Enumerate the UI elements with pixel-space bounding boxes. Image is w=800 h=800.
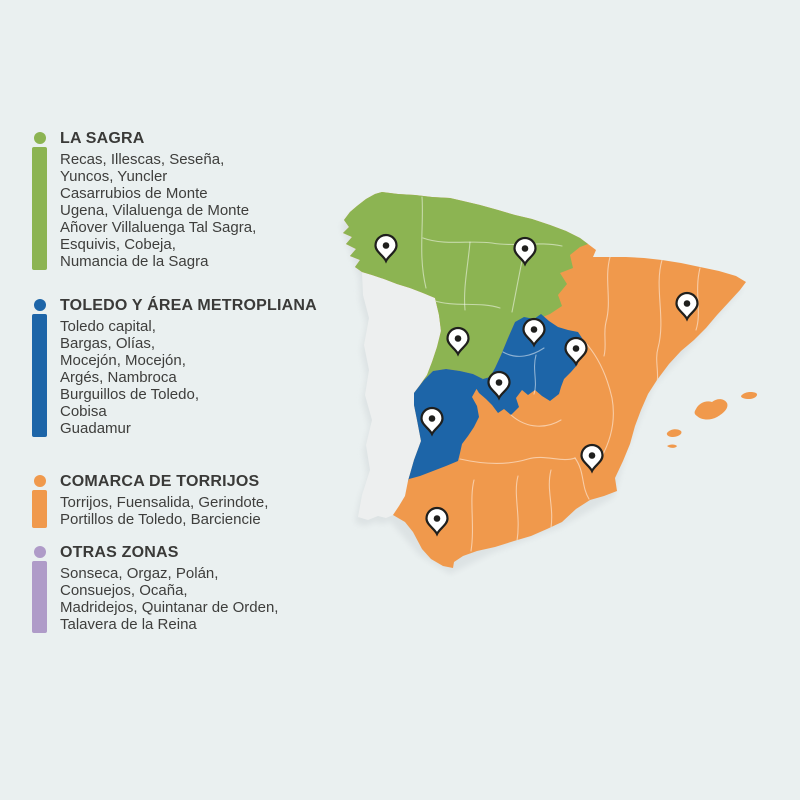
legend-section-la-sagra: LA SAGRA Recas, Illescas, Seseña, Yuncos… <box>32 130 332 270</box>
legend-marker-orange <box>32 473 47 528</box>
legend-line: Guadamur <box>60 420 131 437</box>
legend-line: Añover Villaluenga Tal Sagra, <box>60 219 257 236</box>
legend-line: Recas, Illescas, Seseña, <box>60 151 225 168</box>
legend-line: Cobisa <box>60 403 107 420</box>
legend-line: Consuejos, Ocaña, <box>60 582 188 599</box>
green-bar <box>32 147 47 270</box>
legend-line: Torrijos, Fuensalida, Gerindote, <box>60 494 269 511</box>
region-toledo-west <box>408 369 483 481</box>
purple-circle-icon <box>33 546 46 558</box>
location-pin-icon[interactable] <box>420 406 444 437</box>
portugal-shape <box>358 272 441 520</box>
legend-line: Mocejón, Mocejón, <box>60 352 186 369</box>
purple-bar <box>32 561 47 633</box>
location-pin-icon[interactable] <box>425 506 449 537</box>
legend-section-toledo: TOLEDO Y ÁREA METROPLIANA Toledo capital… <box>32 297 332 437</box>
legend-line: Argés, Nambroca <box>60 369 177 386</box>
legend-title: OTRAS ZONAS <box>60 544 179 561</box>
legend-title: COMARCA DE TORRIJOS <box>60 473 260 490</box>
location-pin-icon[interactable] <box>564 336 588 367</box>
location-pin-icon[interactable] <box>374 233 398 264</box>
location-pin-icon[interactable] <box>580 443 604 474</box>
legend: LA SAGRA Recas, Illescas, Seseña, Yuncos… <box>32 130 332 633</box>
green-circle-icon <box>33 132 46 144</box>
legend-line: Ugena, Vilaluenga de Monte <box>60 202 250 219</box>
legend-line: Sonseca, Orgaz, Polán, <box>60 565 219 582</box>
legend-title: LA SAGRA <box>60 130 145 147</box>
legend-line: Numancia de la Sagra <box>60 253 209 270</box>
legend-line: Bargas, Olías, <box>60 335 156 352</box>
orange-circle-icon <box>33 475 46 487</box>
legend-section-otras-zonas: OTRAS ZONAS Sonseca, Orgaz, Polán, Consu… <box>32 544 332 633</box>
province-borders <box>421 196 701 552</box>
location-pin-icon[interactable] <box>446 326 470 357</box>
legend-line: Casarrubios de Monte <box>60 185 208 202</box>
location-pin-icon[interactable] <box>675 291 699 322</box>
legend-line: Yuncos, Yuncler <box>60 168 168 185</box>
balearic-islands <box>666 392 758 448</box>
legend-section-torrijos: COMARCA DE TORRIJOS Torrijos, Fuensalida… <box>32 473 332 528</box>
location-pin-icon[interactable] <box>513 236 537 267</box>
legend-line: Portillos de Toledo, Barciencie <box>60 511 261 528</box>
map-pins <box>374 233 699 537</box>
legend-title: TOLEDO Y ÁREA METROPLIANA <box>60 297 317 314</box>
legend-line: Esquivis, Cobeja, <box>60 236 176 253</box>
legend-line: Toledo capital, <box>60 318 156 335</box>
legend-marker-purple <box>32 544 47 633</box>
legend-line: Madridejos, Quintanar de Orden, <box>60 599 279 616</box>
blue-bar <box>32 314 47 437</box>
legend-marker-green <box>32 130 47 270</box>
location-pin-icon[interactable] <box>522 317 546 348</box>
legend-marker-blue <box>32 297 47 437</box>
legend-line: Talavera de la Reina <box>60 616 197 633</box>
orange-bar <box>32 490 47 528</box>
legend-line: Burguillos de Toledo, <box>60 386 199 403</box>
location-pin-icon[interactable] <box>487 370 511 401</box>
blue-circle-icon <box>33 299 46 311</box>
